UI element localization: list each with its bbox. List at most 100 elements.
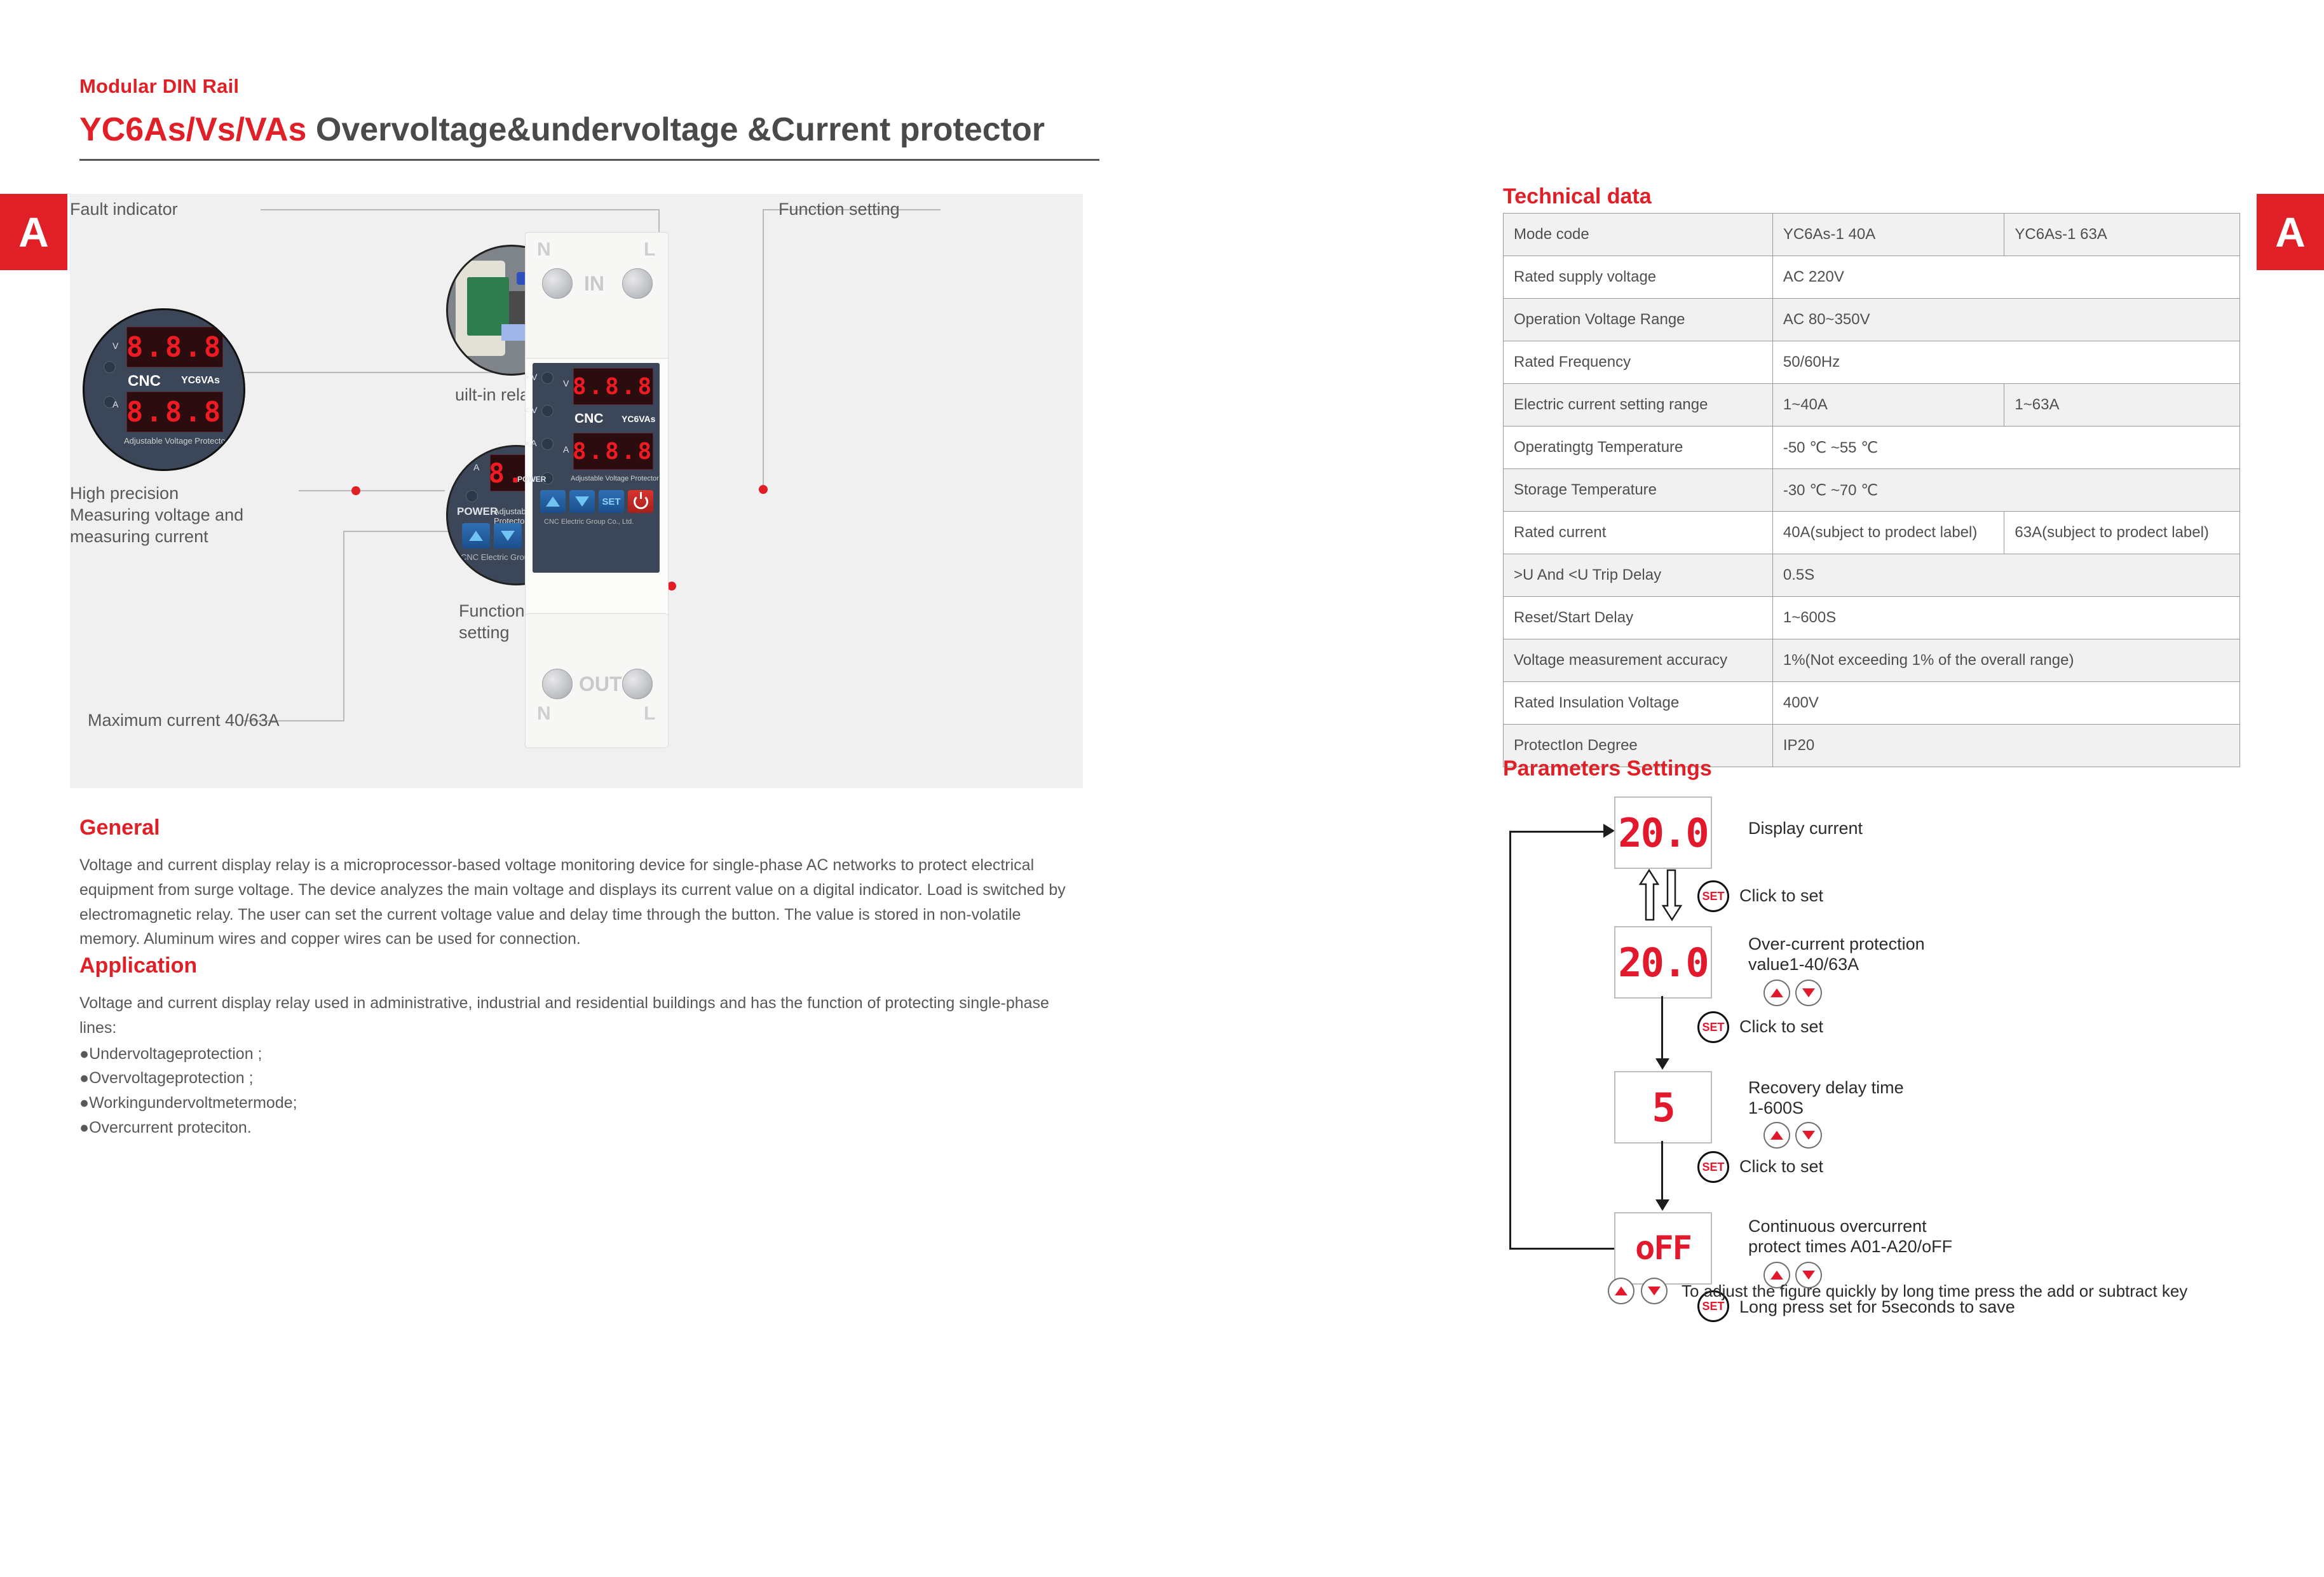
unit-volt: V bbox=[563, 378, 569, 388]
table-cell-value-63a: 1~63A bbox=[2004, 383, 2240, 427]
table-row: Mode code YC6As-1 40A YC6As-1 63A bbox=[1503, 213, 2240, 256]
terminal-screw bbox=[622, 669, 653, 699]
table-row: Electric current setting range 1~40A 1~6… bbox=[1503, 383, 2240, 427]
triangle-up-icon bbox=[469, 531, 483, 541]
adjust-buttons-step-2 bbox=[1763, 980, 1822, 1006]
lcd-step-2: 20.0 bbox=[1614, 926, 1712, 999]
table-row: Storage Temperature -30 ℃ ~70 ℃ bbox=[1503, 468, 2241, 512]
table-row: Operation Voltage Range AC 80~350V bbox=[1503, 298, 2241, 341]
terminal-screw bbox=[542, 669, 573, 699]
triangle-up-icon bbox=[1770, 1271, 1783, 1280]
flow-connector-2-3 bbox=[1661, 996, 1663, 1062]
magnified-power-label: POWER bbox=[457, 505, 498, 517]
magnified-model: YC6VAs bbox=[181, 375, 221, 386]
up-button[interactable] bbox=[462, 523, 490, 549]
increase-button[interactable] bbox=[1763, 1262, 1790, 1288]
table-cell-value: 0.5S bbox=[1772, 554, 2241, 597]
left-column: Modular DIN Rail YC6As/Vs/VAs Overvoltag… bbox=[70, 75, 1099, 1140]
decrease-button[interactable] bbox=[1795, 1122, 1822, 1149]
triangle-up-icon bbox=[1770, 1131, 1783, 1140]
dot-function-top bbox=[759, 485, 768, 494]
general-section: General Voltage and current display rela… bbox=[79, 816, 1084, 952]
set-button[interactable]: SET bbox=[599, 490, 624, 513]
decrease-button[interactable] bbox=[1795, 1262, 1822, 1288]
table-cell-value: 1~600S bbox=[1772, 596, 2241, 639]
table-cell-value-40a: 1~40A bbox=[1772, 383, 2005, 427]
terminal-label-n-top: N bbox=[537, 239, 551, 260]
lcd-step-4: oFF bbox=[1614, 1212, 1712, 1285]
triangle-up-icon bbox=[1770, 988, 1783, 997]
section-tab-right-letter: A bbox=[2275, 208, 2306, 256]
triangle-down-icon bbox=[1648, 1287, 1661, 1295]
magnified-display-circle: V A 8.8.8 CNC YC6VAs 8.8.8 Adjustable Vo… bbox=[83, 308, 245, 471]
terminal-screw bbox=[622, 268, 653, 299]
device-footer-brand: CNC Electric Group Co., Ltd. bbox=[544, 518, 634, 526]
power-button[interactable] bbox=[628, 490, 653, 513]
left-page-title: YC6As/Vs/VAs Overvoltage&undervoltage &C… bbox=[79, 111, 1099, 149]
indicator-power bbox=[541, 472, 554, 484]
leader-fault-indicator-h bbox=[261, 209, 660, 210]
increase-button[interactable] bbox=[1608, 1278, 1634, 1304]
flow-label-step-1: Display current bbox=[1748, 819, 1863, 838]
terminal-label-n-bottom: N bbox=[537, 703, 551, 724]
table-cell-key: Operation Voltage Range bbox=[1503, 298, 1773, 341]
up-button[interactable] bbox=[540, 490, 566, 513]
device-tagline: Adjustable Voltage Protector bbox=[571, 475, 659, 482]
table-cell-value: 50/60Hz bbox=[1772, 341, 2241, 384]
lcd-step-3: 5 bbox=[1614, 1071, 1712, 1143]
decrease-button[interactable] bbox=[1641, 1278, 1668, 1304]
flow-long-press-label: Long press set for 5seconds to save bbox=[1739, 1297, 2015, 1316]
unit-amp: A bbox=[563, 444, 569, 454]
indicator-lamp bbox=[466, 490, 478, 502]
flow-return-line-bottom bbox=[1509, 1248, 1675, 1250]
down-button[interactable] bbox=[569, 490, 595, 513]
dot-function-bottom bbox=[667, 582, 676, 591]
terminal-label-in: IN bbox=[584, 272, 604, 295]
magnified-tagline: Adjustable Voltage Protector bbox=[124, 436, 229, 446]
set-badge-1: SET bbox=[1697, 880, 1729, 912]
table-cell-key: Rated supply voltage bbox=[1503, 256, 1773, 299]
table-cell-value: IP20 bbox=[1772, 724, 2241, 767]
flow-connector-3-4 bbox=[1661, 1141, 1663, 1203]
table-cell-value-40a: 40A(subject to prodect label) bbox=[1772, 511, 2005, 554]
increase-button[interactable] bbox=[1763, 980, 1790, 1006]
triangle-down-icon bbox=[1802, 1131, 1815, 1140]
technical-data-table: Mode code YC6As-1 40A YC6As-1 63A Rated … bbox=[1503, 213, 2241, 767]
device-bottom-terminal-block: OUT N L bbox=[525, 613, 669, 748]
device-button-row: SET bbox=[540, 490, 653, 513]
indicator-under-voltage bbox=[541, 405, 554, 417]
flow-label-step-3: Recovery delay time 1-600S bbox=[1748, 1078, 1904, 1118]
table-cell-key: Electric current setting range bbox=[1503, 383, 1773, 427]
increase-button[interactable] bbox=[1763, 1122, 1790, 1149]
callout-function-setting-bottom: Function setting bbox=[459, 601, 525, 642]
triangle-up-icon bbox=[546, 496, 560, 507]
down-button[interactable] bbox=[494, 523, 522, 549]
left-title-model: YC6As/Vs/VAs bbox=[79, 111, 307, 148]
parameters-flow-diagram: 20.0 Display current SET Click to set 20… bbox=[1503, 791, 2266, 1322]
table-cell-key: Reset/Start Delay bbox=[1503, 596, 1773, 639]
table-cell-value-40a: YC6As-1 40A bbox=[1772, 213, 2005, 256]
flow-return-line-top bbox=[1509, 831, 1605, 833]
flow-click-to-set-2: Click to set bbox=[1739, 1017, 1824, 1036]
list-item: ●Undervoltageprotection ; bbox=[79, 1044, 262, 1063]
lcd-step-1: 20.0 bbox=[1614, 796, 1712, 869]
flow-arrowhead-2-3 bbox=[1655, 1058, 1669, 1070]
table-cell-value: AC 220V bbox=[1772, 256, 2241, 299]
application-section: Application Voltage and current display … bbox=[79, 953, 1084, 1140]
decrease-button[interactable] bbox=[1795, 980, 1822, 1006]
set-badge-4: SET bbox=[1697, 1290, 1729, 1322]
magnified-brand: CNC bbox=[128, 372, 161, 390]
callout-function-setting-top: Function setting bbox=[778, 200, 900, 219]
adjust-buttons-step-3 bbox=[1763, 1122, 1822, 1149]
indicator-lamp bbox=[104, 361, 116, 373]
list-item: ●Overvoltageprotection ; bbox=[79, 1069, 254, 1088]
table-cell-key: ProtectIon Degree bbox=[1503, 724, 1773, 767]
device-top-terminal-block: N L IN bbox=[525, 232, 669, 364]
flow-click-to-set-1: Click to set bbox=[1739, 886, 1824, 905]
table-cell-key: Rated Insulation Voltage bbox=[1503, 681, 1773, 725]
leader-relay-h bbox=[299, 490, 445, 491]
device-brand: CNC bbox=[574, 411, 604, 426]
callout-fault-indicator: Fault indicator bbox=[70, 200, 178, 219]
leader-function-top-h bbox=[763, 209, 941, 210]
table-cell-value: AC 80~350V bbox=[1772, 298, 2241, 341]
